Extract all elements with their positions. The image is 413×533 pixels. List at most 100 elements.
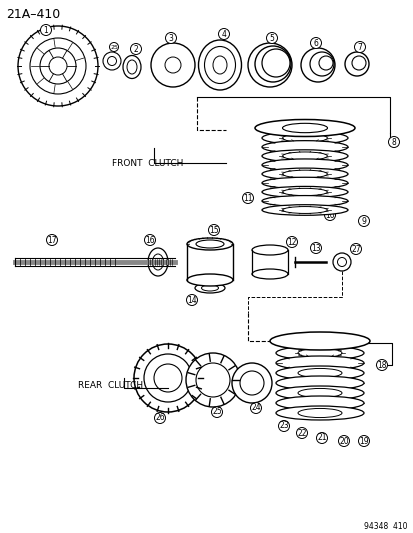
Ellipse shape <box>212 56 226 74</box>
Circle shape <box>40 25 51 36</box>
Circle shape <box>109 43 118 52</box>
Ellipse shape <box>261 177 347 189</box>
Circle shape <box>296 427 307 439</box>
Text: 19: 19 <box>358 437 368 446</box>
Text: 21A–410: 21A–410 <box>6 8 60 21</box>
Circle shape <box>144 354 192 402</box>
Circle shape <box>310 37 321 49</box>
Text: 15: 15 <box>209 225 218 235</box>
Ellipse shape <box>187 274 233 286</box>
Text: 25: 25 <box>110 44 118 50</box>
Circle shape <box>218 28 229 39</box>
Circle shape <box>254 46 290 82</box>
Ellipse shape <box>261 205 347 215</box>
Circle shape <box>165 57 180 73</box>
Circle shape <box>247 43 291 87</box>
Text: 12: 12 <box>287 238 296 246</box>
Circle shape <box>387 136 399 148</box>
Circle shape <box>165 33 176 44</box>
Ellipse shape <box>254 119 354 136</box>
Circle shape <box>250 402 261 414</box>
Text: 13: 13 <box>311 244 320 253</box>
Circle shape <box>337 257 346 266</box>
Text: 16: 16 <box>145 236 154 245</box>
Ellipse shape <box>252 245 287 255</box>
Circle shape <box>154 413 165 424</box>
Circle shape <box>211 407 222 417</box>
Circle shape <box>318 56 332 70</box>
Circle shape <box>261 49 289 77</box>
Circle shape <box>103 52 121 70</box>
Circle shape <box>134 344 202 412</box>
Circle shape <box>358 215 369 227</box>
Ellipse shape <box>252 269 287 279</box>
Ellipse shape <box>261 168 347 180</box>
Ellipse shape <box>297 368 341 377</box>
Text: 14: 14 <box>187 295 196 304</box>
Ellipse shape <box>261 132 347 144</box>
Ellipse shape <box>282 188 327 196</box>
Ellipse shape <box>275 386 363 400</box>
Ellipse shape <box>275 396 363 410</box>
Circle shape <box>300 48 334 82</box>
Text: 6: 6 <box>313 38 318 47</box>
Text: 9: 9 <box>361 216 366 225</box>
Ellipse shape <box>261 196 347 206</box>
Ellipse shape <box>261 159 347 171</box>
Ellipse shape <box>261 187 347 198</box>
Circle shape <box>30 38 86 94</box>
Text: 5: 5 <box>269 34 274 43</box>
Text: 2: 2 <box>133 44 138 53</box>
Ellipse shape <box>275 366 363 380</box>
Circle shape <box>40 48 76 84</box>
Circle shape <box>208 224 219 236</box>
Text: 24: 24 <box>251 403 260 413</box>
Ellipse shape <box>127 60 137 74</box>
Circle shape <box>186 295 197 305</box>
Ellipse shape <box>282 170 327 178</box>
Text: 23: 23 <box>278 422 288 431</box>
Text: 18: 18 <box>376 360 386 369</box>
Ellipse shape <box>123 55 141 78</box>
Ellipse shape <box>201 285 218 291</box>
Ellipse shape <box>275 406 363 420</box>
Ellipse shape <box>187 238 233 250</box>
Circle shape <box>107 56 116 66</box>
Circle shape <box>266 33 277 44</box>
Circle shape <box>195 363 230 397</box>
Ellipse shape <box>282 123 327 133</box>
Text: 3: 3 <box>168 34 173 43</box>
Text: 7: 7 <box>357 43 361 52</box>
Ellipse shape <box>297 408 341 417</box>
Text: 4: 4 <box>221 29 226 38</box>
Text: 20: 20 <box>338 437 348 446</box>
Circle shape <box>338 435 349 447</box>
Ellipse shape <box>269 332 369 350</box>
Circle shape <box>185 353 240 407</box>
Ellipse shape <box>195 240 223 248</box>
Ellipse shape <box>198 40 241 90</box>
Ellipse shape <box>261 141 347 154</box>
Text: FRONT  CLUTCH: FRONT CLUTCH <box>112 158 183 167</box>
Ellipse shape <box>297 389 341 398</box>
Ellipse shape <box>282 134 327 142</box>
Circle shape <box>151 43 195 87</box>
Text: 25: 25 <box>212 408 221 416</box>
Ellipse shape <box>204 46 235 84</box>
Text: 1: 1 <box>43 26 48 35</box>
Text: 10: 10 <box>324 211 334 220</box>
Circle shape <box>332 253 350 271</box>
Circle shape <box>309 52 333 76</box>
Circle shape <box>18 26 98 106</box>
Text: 94348  410: 94348 410 <box>363 522 407 531</box>
Ellipse shape <box>275 376 363 390</box>
Circle shape <box>154 364 182 392</box>
Circle shape <box>354 42 365 52</box>
Ellipse shape <box>297 349 341 358</box>
Circle shape <box>240 371 263 395</box>
Ellipse shape <box>152 254 163 270</box>
Text: 11: 11 <box>243 193 252 203</box>
Ellipse shape <box>275 356 363 370</box>
Text: REAR  CLUTCH: REAR CLUTCH <box>78 381 143 390</box>
Circle shape <box>130 44 141 54</box>
